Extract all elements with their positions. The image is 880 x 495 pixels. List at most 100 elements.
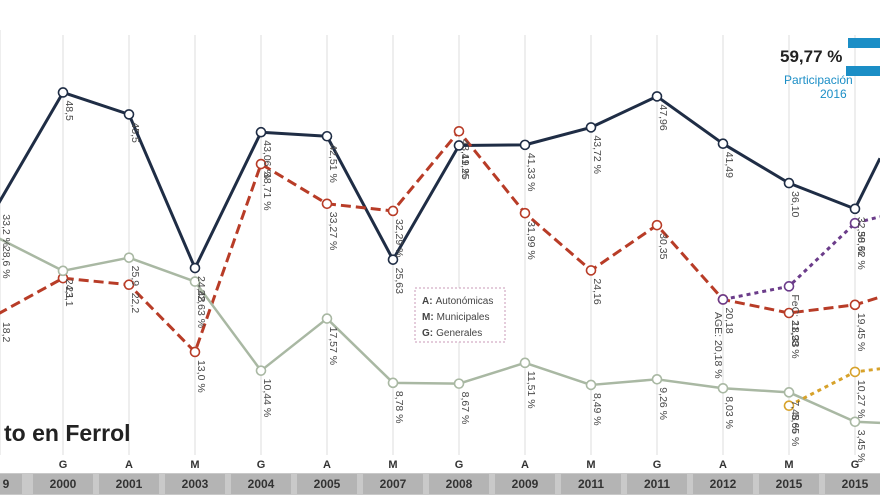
data-point-green	[57, 265, 69, 277]
year-cell	[99, 474, 159, 494]
data-point-purple	[717, 294, 729, 305]
data-point-purple	[783, 281, 795, 292]
data-point-green	[783, 387, 795, 398]
year-label: 2015	[776, 477, 803, 491]
election-type-label: M	[784, 459, 793, 471]
data-point-dark	[783, 177, 795, 189]
value-label-red: 18,33	[789, 321, 801, 347]
data-point-green	[321, 313, 333, 324]
data-point-dark	[255, 126, 267, 138]
value-label-red: 20,18	[723, 307, 735, 333]
value-label-dark: 33,2 %	[0, 214, 12, 247]
value-label-red: 31,99 %	[525, 221, 537, 260]
election-type-label: A	[719, 459, 727, 471]
series-line-dark	[0, 90, 880, 270]
participation-value: 59,77 %	[780, 47, 842, 66]
data-point-red	[189, 346, 201, 358]
value-label-dark: 24,48	[195, 276, 207, 302]
value-label-green: 8,78 %	[393, 391, 405, 424]
election-type-label: G	[455, 459, 464, 471]
value-label-dark: 25,63	[393, 268, 405, 294]
value-label-dark: 41,33 %	[525, 153, 537, 192]
year-label: 2003	[182, 477, 209, 491]
year-cell	[561, 474, 621, 494]
data-point-green	[387, 377, 399, 389]
value-label-green: 3,45 %	[855, 430, 867, 463]
value-label-dark: 42,51 %	[327, 144, 339, 183]
election-type-label: A	[323, 459, 331, 471]
data-point-green	[651, 374, 663, 385]
data-point-green	[189, 276, 201, 287]
data-point-dark	[453, 140, 465, 151]
year-cell	[693, 474, 753, 494]
year-cell	[363, 474, 423, 494]
year-label: 2011	[644, 477, 670, 491]
x-axis: 9 2000 G 2001 A 2003 M 2004 G 2005 A 2007 M 2008 G 2009…	[0, 459, 880, 495]
value-label-dark: 48,5	[63, 100, 75, 121]
data-point-green	[453, 378, 465, 389]
data-point-dark	[585, 122, 597, 133]
value-label-green: 8,67 %	[459, 392, 471, 425]
value-label-red: 33,27 %	[327, 212, 339, 251]
value-label-red: 13,0 %	[195, 360, 207, 393]
value-label-orange: 10,27 %	[855, 380, 867, 419]
data-point-red	[849, 299, 861, 311]
election-type-label: A	[521, 459, 529, 471]
data-point-green	[255, 365, 267, 376]
value-label-dark: 41,49	[723, 152, 735, 178]
value-label-green: 7,48 %	[789, 400, 801, 433]
data-point-red	[585, 265, 597, 276]
data-point-orange	[849, 366, 861, 378]
legend-item-autonomicas: A: Autonómicas	[422, 296, 493, 307]
year-label: 2001	[116, 477, 143, 491]
value-label-green: 11,51 %	[525, 371, 537, 409]
data-point-orange	[783, 400, 795, 411]
year-label: 2012	[710, 477, 737, 491]
election-type-label: M	[190, 459, 199, 471]
legend-box	[414, 287, 506, 343]
value-label-green: 17,57 %	[327, 327, 339, 366]
year-cell	[297, 474, 357, 494]
data-point-purple	[849, 217, 861, 229]
participation-bar-top	[848, 38, 880, 48]
data-point-dark	[651, 91, 663, 102]
data-point-red	[453, 125, 465, 137]
data-point-green	[849, 416, 861, 428]
year-cell	[231, 474, 291, 494]
value-label-red: 24,16	[591, 278, 603, 304]
election-type-label: G	[851, 459, 860, 471]
election-type-label: M	[388, 459, 397, 471]
data-point-dark	[717, 138, 729, 150]
value-label-red: 30,35	[657, 233, 669, 259]
legend-item-municipales: M: Municipales	[422, 312, 489, 323]
election-type-label: G	[257, 459, 266, 471]
election-type-label: G	[59, 459, 68, 471]
data-point-green	[123, 252, 135, 263]
year-label: 2011	[578, 477, 604, 491]
data-point-dark	[387, 254, 399, 265]
year-cell	[759, 474, 819, 494]
year-cell	[825, 474, 880, 494]
year-label: 2008	[446, 477, 473, 491]
year-cell	[33, 474, 93, 494]
election-type-label: G	[653, 459, 662, 471]
annotation-age: AGE: 20,18 %	[712, 312, 724, 379]
value-label-green: 28,6 %	[0, 246, 12, 279]
year-cell	[627, 474, 687, 494]
chart-title-fragment: to en Ferrol	[4, 420, 131, 446]
vertical-gridlines	[0, 30, 856, 455]
value-label-red: 38,71 %	[261, 172, 273, 211]
series-line-purple	[722, 215, 880, 301]
value-label-dark: 41,25	[459, 153, 471, 179]
value-label-red: 18,2	[0, 322, 12, 343]
data-point-red	[783, 307, 795, 319]
data-point-green	[585, 379, 597, 391]
year-cell	[165, 474, 225, 494]
participation-label-2: 2016	[820, 87, 847, 101]
value-labels: 48,5 45,5 24,48 43,06 % 42,51 % 25,63 41,25 41,…	[0, 100, 867, 462]
value-label-red: 23,1	[63, 286, 75, 307]
data-point-red	[321, 198, 333, 210]
data-point-dark	[189, 262, 201, 274]
data-point-dark	[57, 87, 69, 98]
value-label-green: 22,63 %	[195, 290, 207, 329]
